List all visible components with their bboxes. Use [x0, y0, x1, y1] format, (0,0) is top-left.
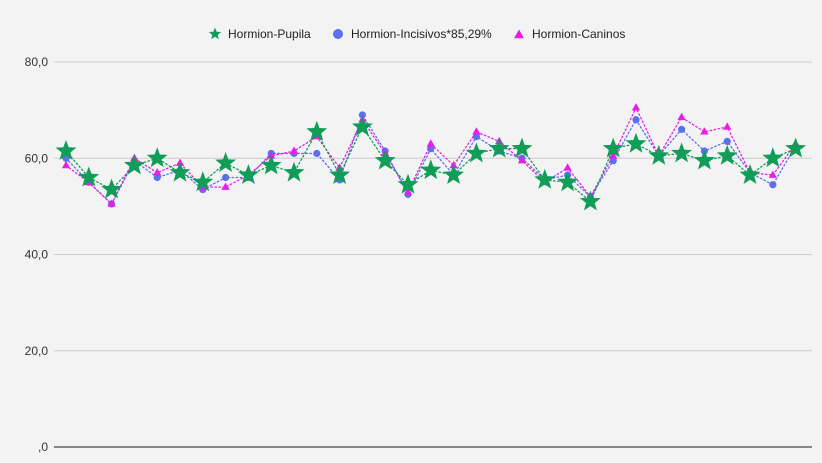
data-point-triangle	[768, 170, 777, 178]
data-point-star	[579, 190, 601, 211]
data-point-star	[55, 140, 77, 160]
data-point-star	[192, 171, 214, 192]
data-point-star	[397, 173, 419, 194]
data-point-star	[534, 168, 556, 189]
y-tick-label: 60,0	[25, 151, 49, 165]
data-point-triangle	[289, 146, 299, 154]
data-point-triangle	[609, 151, 618, 159]
data-point-star	[283, 161, 305, 182]
data-point-star	[237, 164, 259, 184]
data-point-triangle	[517, 156, 527, 164]
data-point-star	[465, 142, 487, 163]
data-point-triangle	[677, 112, 686, 121]
legend-label: Hormion-Incisivos*85,29%	[351, 27, 492, 41]
data-point-triangle	[723, 122, 732, 130]
data-point-circle	[769, 181, 777, 189]
data-point-star	[329, 164, 351, 184]
data-point-star	[671, 142, 693, 163]
data-point-star	[306, 120, 328, 141]
data-point-star	[420, 159, 442, 180]
data-point-star	[101, 178, 123, 199]
legend-star-icon	[208, 27, 222, 40]
y-tick-label: 20,0	[25, 344, 49, 358]
data-point-circle	[632, 116, 640, 124]
data-point-triangle	[426, 139, 435, 147]
legend-label: Hormion-Caninos	[532, 27, 625, 41]
y-tick-label: ,0	[38, 440, 48, 454]
data-point-triangle	[221, 182, 230, 190]
y-tick-label: 80,0	[25, 55, 49, 69]
data-point-triangle	[563, 163, 572, 171]
data-point-star	[169, 161, 191, 182]
data-point-star	[78, 166, 100, 187]
legend-triangle-icon	[514, 29, 524, 39]
data-point-circle	[222, 173, 230, 182]
data-point-star	[146, 147, 168, 168]
data-point-star	[648, 144, 670, 165]
data-point-circle	[313, 149, 321, 158]
data-point-circle	[153, 173, 161, 182]
data-point-star	[693, 149, 715, 170]
legend-label: Hormion-Pupila	[228, 27, 311, 41]
data-point-star	[785, 137, 807, 158]
data-point-star	[557, 171, 579, 192]
data-point-star	[739, 164, 761, 184]
data-point-star	[260, 154, 282, 175]
data-point-star	[716, 144, 738, 165]
data-point-star	[123, 154, 145, 175]
data-point-triangle	[153, 168, 162, 176]
data-point-star	[511, 137, 533, 158]
data-point-triangle	[631, 103, 641, 111]
data-point-star	[762, 147, 784, 168]
data-point-circle	[678, 125, 686, 133]
data-point-star	[215, 152, 237, 172]
data-point-star	[602, 137, 624, 158]
data-point-star	[351, 115, 373, 136]
data-point-circle	[723, 137, 731, 146]
data-point-circle	[358, 111, 366, 119]
data-point-star	[443, 164, 465, 184]
data-point-star	[625, 132, 647, 153]
legend-circle-icon	[333, 29, 343, 39]
data-point-triangle	[107, 199, 116, 207]
data-point-star	[488, 137, 510, 158]
data-point-triangle	[403, 187, 413, 195]
data-point-triangle	[472, 127, 481, 135]
y-tick-label: 40,0	[25, 248, 49, 262]
data-point-triangle	[61, 160, 71, 169]
data-point-star	[374, 149, 396, 170]
data-point-triangle	[700, 127, 709, 135]
